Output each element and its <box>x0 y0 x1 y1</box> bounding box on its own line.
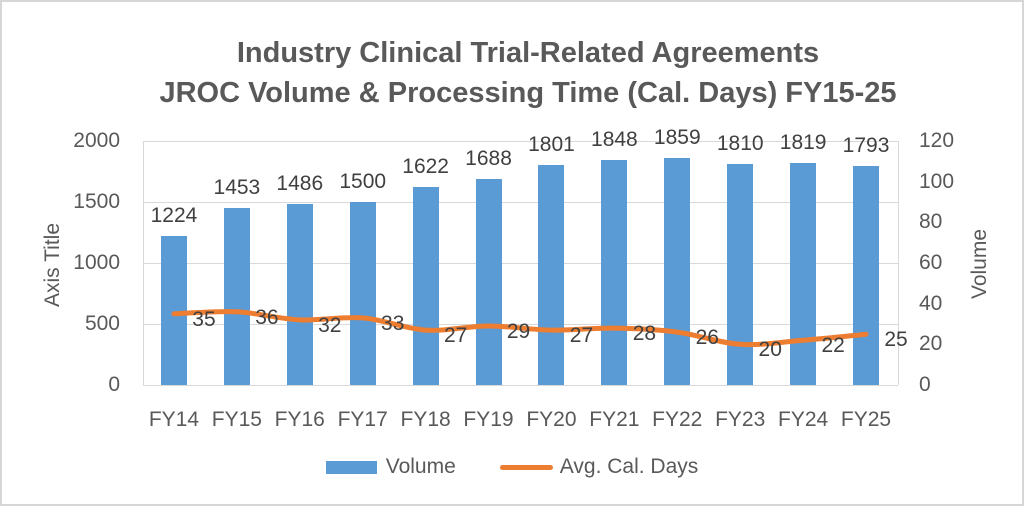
line-value-label: 25 <box>884 328 908 352</box>
line-value-label: 27 <box>569 324 594 348</box>
line-value-label: 32 <box>318 313 342 337</box>
legend: Volume Avg. Cal. Days <box>2 455 1022 479</box>
line-value-label: 33 <box>381 311 405 335</box>
x-axis-label: FY19 <box>463 408 514 431</box>
bar-value-label: 1848 <box>591 127 638 151</box>
bar <box>223 207 250 385</box>
bar-value-label: 1486 <box>276 171 324 195</box>
x-axis-label: FY22 <box>652 408 703 431</box>
line-value-label: 28 <box>632 322 657 346</box>
right-axis-tick: 0 <box>919 373 931 396</box>
bar <box>664 158 691 385</box>
bar <box>349 202 376 385</box>
gridline <box>142 140 898 142</box>
bar <box>727 164 754 385</box>
gridline <box>142 201 898 203</box>
right-axis-tick: 60 <box>919 251 943 274</box>
line-value-label: 35 <box>192 307 216 331</box>
bar <box>853 166 880 385</box>
right-axis-tick: 80 <box>919 210 943 234</box>
bar <box>790 163 817 385</box>
volume-series-swatch <box>325 460 377 474</box>
left-axis-tick: 2000 <box>73 129 120 152</box>
bar <box>475 179 502 385</box>
x-axis-label: FY23 <box>715 408 766 431</box>
right-axis-tick: 20 <box>919 332 943 356</box>
bar-value-label: 1688 <box>465 147 512 171</box>
chart-title-line-1: Industry Clinical Trial-Related Agreemen… <box>236 37 820 69</box>
x-axis-label: FY18 <box>400 408 451 431</box>
bar-value-label: 1801 <box>528 133 575 157</box>
bar-value-label: 1500 <box>339 170 387 193</box>
chart-title: Industry Clinical Trial-Related Agreemen… <box>18 33 1022 113</box>
bar-value-label: 1810 <box>716 132 764 156</box>
line-value-label: 29 <box>506 320 531 344</box>
left-axis-line <box>142 141 144 385</box>
right-axis-line <box>897 141 899 385</box>
x-axis-label: FY24 <box>778 408 829 431</box>
left-axis-tick: 1000 <box>73 251 120 274</box>
line-value-label: 20 <box>758 338 782 362</box>
gridline <box>142 384 898 386</box>
right-axis-tick: 100 <box>919 169 955 193</box>
line-value-label: 22 <box>821 334 845 358</box>
bar <box>538 165 565 385</box>
bar-value-label: 1793 <box>842 134 890 158</box>
bar <box>412 187 439 385</box>
right-axis-title: Volume <box>968 228 991 300</box>
line-value-label: 36 <box>255 305 279 329</box>
right-axis-tick: 40 <box>919 291 943 315</box>
left-axis-tick: 0 <box>108 373 120 396</box>
avg-cal-days-series-swatch <box>499 464 553 470</box>
bar-value-label: 1224 <box>150 203 198 227</box>
legend-item-avg-cal-days: Avg. Cal. Days <box>499 455 699 479</box>
x-axis-label: FY21 <box>589 408 640 431</box>
x-axis-label: FY14 <box>148 408 200 431</box>
legend-label-volume: Volume <box>385 455 456 478</box>
bar-value-label: 1622 <box>402 155 449 179</box>
bar-value-label: 1859 <box>653 126 701 150</box>
x-axis-label: FY25 <box>840 408 892 431</box>
x-axis-label: FY20 <box>526 408 577 431</box>
x-axis-label: FY16 <box>274 408 325 431</box>
bar <box>286 203 313 385</box>
right-axis-tick: 120 <box>919 129 955 152</box>
x-axis-label: FY17 <box>337 408 388 431</box>
line-value-label: 26 <box>695 326 719 350</box>
bar-value-label: 1453 <box>213 175 261 199</box>
gridline <box>142 262 898 264</box>
legend-item-volume: Volume <box>325 455 456 479</box>
bar <box>601 159 628 385</box>
bar-value-label: 1819 <box>779 131 827 155</box>
x-axis-label: FY15 <box>211 408 262 431</box>
left-axis-tick: 1500 <box>73 190 120 213</box>
left-axis-tick: 500 <box>84 312 120 335</box>
line-value-label: 27 <box>443 324 468 348</box>
chart-title-line-2: JROC Volume & Processing Time (Cal. Days… <box>159 77 897 109</box>
legend-label-avg-cal-days: Avg. Cal. Days <box>559 455 699 478</box>
